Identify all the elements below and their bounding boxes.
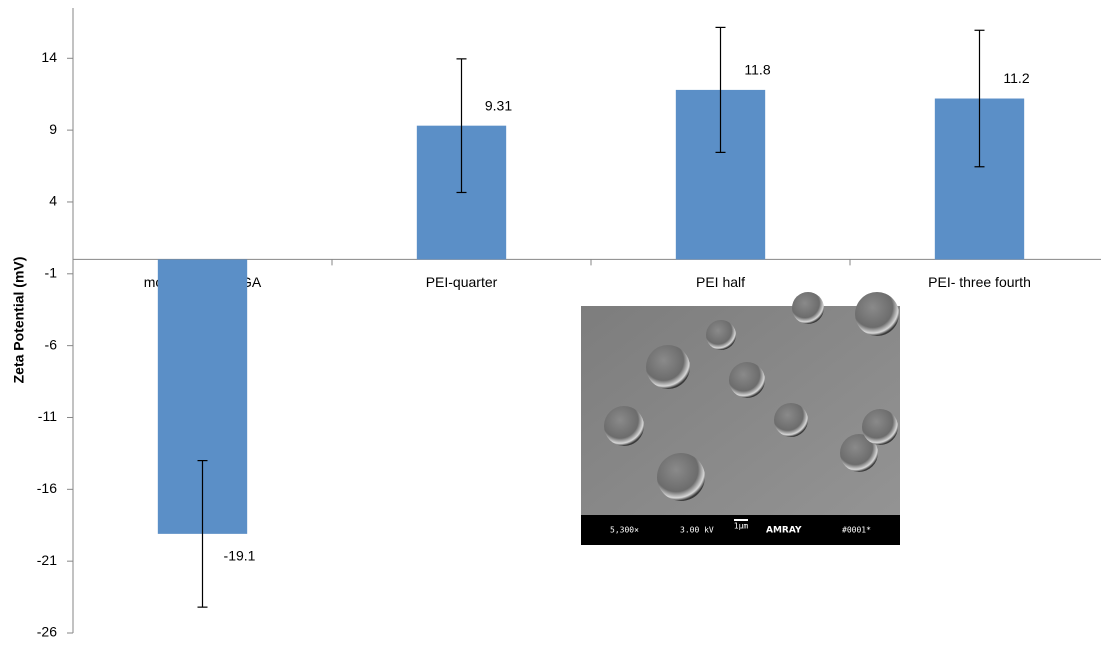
sphere <box>729 362 765 398</box>
chart: Zeta Potential (mV) -26 -21 -16 -11 -6 -1 4 9 14… <box>0 0 1101 648</box>
y-tick-label: -21 <box>37 552 57 568</box>
sphere <box>646 345 690 389</box>
x-tick-label: PEI- three fourth <box>928 274 1031 290</box>
y-tick-label: -6 <box>45 336 58 352</box>
magnification: 5,300× <box>610 526 639 535</box>
sphere <box>855 292 899 336</box>
data-label: 11.8 <box>744 62 770 78</box>
y-tick-label: 14 <box>41 49 57 65</box>
sphere <box>706 320 736 350</box>
voltage: 3.00 kV <box>680 526 714 535</box>
sphere <box>862 409 898 445</box>
scale-label: 1μm <box>734 522 749 531</box>
data-label: -19.1 <box>224 548 256 564</box>
sphere <box>604 406 644 446</box>
y-tick-label: -1 <box>45 265 58 281</box>
data-label: 11.2 <box>1003 70 1029 86</box>
x-tick-label: PEI half <box>696 274 745 290</box>
brand: AMRAY <box>766 526 802 536</box>
image-id: #0001* <box>842 526 871 535</box>
y-tick-label: 9 <box>49 121 57 137</box>
y-tick-label: -26 <box>37 624 57 640</box>
data-label: 9.31 <box>485 97 512 113</box>
y-tick-label: -16 <box>37 480 57 496</box>
x-tick-label: PEI-quarter <box>426 274 498 290</box>
y-tick-label: 4 <box>49 193 57 209</box>
sphere <box>657 453 705 501</box>
page: {"chart_data": {"type": "bar", "y_label"… <box>0 0 1101 653</box>
y-tick-label: -11 <box>38 408 57 424</box>
sphere <box>792 292 824 324</box>
sem-image: 5,300× 3.00 kV 1μm AMRAY #0001* <box>581 292 900 545</box>
sphere <box>774 403 808 437</box>
y-axis-label: Zeta Potential (mV) <box>11 257 27 384</box>
